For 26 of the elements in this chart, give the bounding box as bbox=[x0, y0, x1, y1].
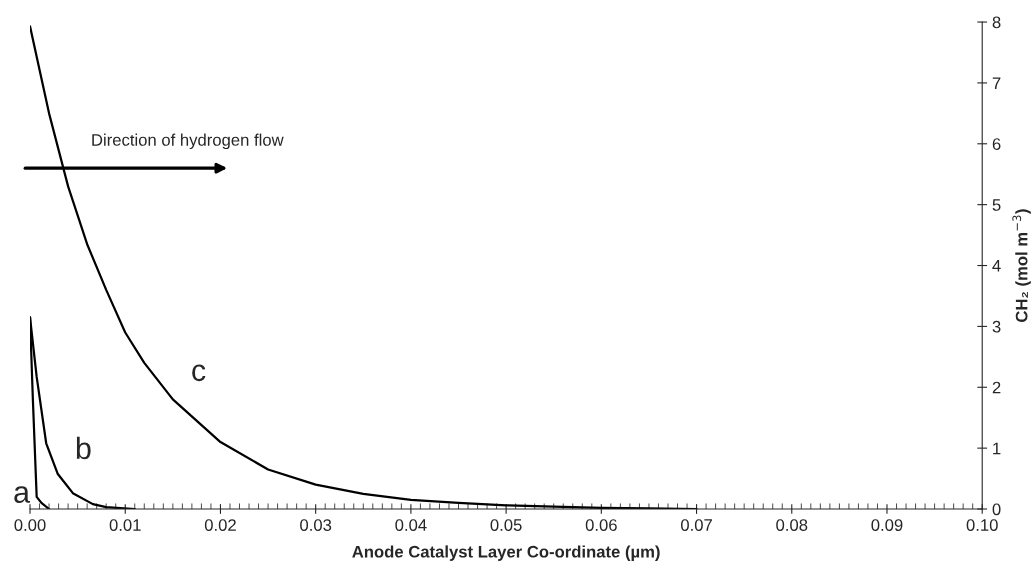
annotation: c bbox=[192, 364, 206, 382]
y-tick-label: 5 bbox=[992, 199, 1001, 211]
y-tick-label: 1 bbox=[993, 442, 1001, 455]
x-tick-label: 0.08 bbox=[776, 519, 808, 531]
x-tick-label: 0.10 bbox=[966, 519, 998, 531]
x-tick-label: 0.06 bbox=[585, 519, 617, 531]
x-tick-label: 0.01 bbox=[109, 519, 141, 531]
x-tick-label: 0.09 bbox=[871, 519, 903, 531]
text: a bbox=[14, 486, 31, 503]
x-tick-label: 0.03 bbox=[300, 519, 332, 531]
y-tick-label: 0 bbox=[992, 503, 1001, 516]
x-tick-label: 0.02 bbox=[204, 519, 236, 531]
x-tick-label: 0.00 bbox=[14, 519, 46, 531]
x-axis-title: Anode Catalyst Layer Co-ordinate (µm) bbox=[352, 545, 660, 561]
y-tick-label: 7 bbox=[992, 77, 1001, 89]
x-tick-label: 0.05 bbox=[490, 519, 522, 531]
x-tick-label: 0.07 bbox=[680, 519, 712, 531]
annotation: Direction of hydrogen flow bbox=[92, 133, 284, 150]
x-tick-label: 0.04 bbox=[395, 519, 427, 531]
annotation: b bbox=[76, 436, 91, 460]
y-tick-label: 8 bbox=[992, 16, 1001, 29]
y-tick-label: 2 bbox=[992, 381, 1001, 394]
y-tick-label: 6 bbox=[992, 138, 1001, 150]
y-tick-label: 4 bbox=[992, 260, 1001, 272]
y-tick-label: 3 bbox=[992, 320, 1001, 333]
y-axis-title: CH₂ (mol m$^{−3}$) bbox=[1012, 209, 1031, 322]
